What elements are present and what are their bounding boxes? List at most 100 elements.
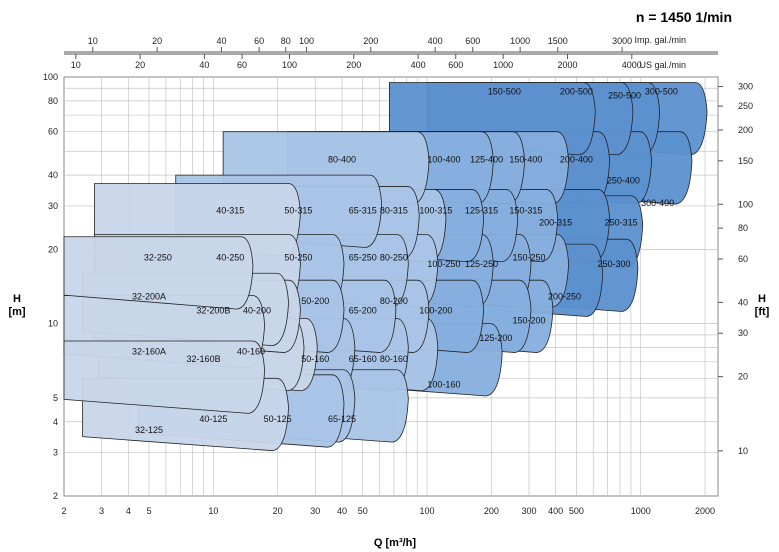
top-us-tick-label: 40 — [199, 60, 209, 70]
pump-label-200-315: 200-315 — [539, 217, 572, 227]
x-tick-label: 100 — [420, 506, 435, 516]
right-tick-label: 250 — [738, 101, 753, 111]
top-imp-tick-label: 10 — [88, 36, 98, 46]
axis-label-line: [ft] — [755, 306, 770, 318]
top-us-tick-label: 20 — [135, 60, 145, 70]
top-us-tick-label: 100 — [282, 60, 297, 70]
pump-label-250-315: 250-315 — [605, 217, 638, 227]
pump-label-80-315: 80-315 — [380, 205, 408, 215]
x-tick-label: 2 — [61, 506, 66, 516]
pump-label-65-315: 65-315 — [349, 205, 377, 215]
pump-label-40-125: 40-125 — [199, 414, 227, 424]
pump-label-300-400: 300-400 — [641, 198, 674, 208]
pump-label-125-200: 125-200 — [479, 333, 512, 343]
top-imp-tick-label: 1000 — [510, 36, 530, 46]
pump-label-65-200: 65-200 — [349, 305, 377, 315]
top-imp-tick-label: 100 — [299, 36, 314, 46]
pump-label-100-400: 100-400 — [427, 155, 460, 165]
x-tick-label: 5 — [147, 506, 152, 516]
pump-label-65-250: 65-250 — [349, 253, 377, 263]
top-axis-us-unit: US gal./min — [639, 60, 686, 70]
y-tick-label: 60 — [48, 127, 58, 137]
pump-label-80-400: 80-400 — [328, 155, 356, 165]
pump-label-150-250: 150-250 — [512, 253, 545, 263]
x-tick-label: 20 — [273, 506, 283, 516]
axis-label-line: H — [13, 293, 21, 305]
pump-label-200-500: 200-500 — [560, 86, 593, 96]
pump-label-300-500: 300-500 — [645, 86, 678, 96]
right-tick-label: 30 — [738, 328, 748, 338]
y-tick-label: 2 — [53, 491, 58, 501]
top-us-tick-label: 600 — [448, 60, 463, 70]
x-tick-label: 200 — [484, 506, 499, 516]
pump-label-200-400: 200-400 — [560, 155, 593, 165]
right-tick-label: 100 — [738, 199, 753, 209]
top-us-tick-label: 60 — [237, 60, 247, 70]
y-tick-label: 30 — [48, 201, 58, 211]
y-axis-label-right: H [ft] — [755, 293, 770, 318]
x-tick-label: 3 — [99, 506, 104, 516]
top-us-tick-label: 200 — [346, 60, 361, 70]
pump-label-50-160: 50-160 — [301, 354, 329, 364]
pump-label-100-250: 100-250 — [427, 259, 460, 269]
x-tick-label: 400 — [548, 506, 563, 516]
pump-label-32-200B: 32-200B — [196, 305, 230, 315]
pump-label-150-500: 150-500 — [488, 86, 521, 96]
pump-label-40-315: 40-315 — [216, 205, 244, 215]
pump-label-80-200: 80-200 — [380, 296, 408, 306]
top-us-tick-label: 2000 — [557, 60, 577, 70]
y-tick-label: 20 — [48, 244, 58, 254]
pump-label-250-300: 250-300 — [597, 259, 630, 269]
pump-label-50-125: 50-125 — [264, 414, 292, 424]
pump-area-32-250 — [63, 236, 254, 310]
pump-label-80-250: 80-250 — [380, 253, 408, 263]
top-imp-tick-label: 60 — [254, 36, 264, 46]
pump-label-125-250: 125-250 — [465, 259, 498, 269]
pump-label-32-125: 32-125 — [135, 425, 163, 435]
top-imp-tick-label: 20 — [152, 36, 162, 46]
pump-labels: 32-125 32-160A 32-200A 32-250 40-315 32-200B 3… — [132, 86, 678, 435]
chart-title: n = 1450 1/min — [636, 9, 732, 25]
pump-label-200-250: 200-250 — [548, 292, 581, 302]
x-tick-label: 1000 — [631, 506, 651, 516]
axes: 2 3 4 5 10 20 30 40 50 100 200 300 400 500 1000 2000 2 3 4… — [43, 36, 753, 516]
pump-label-40-160: 40-160 — [237, 346, 265, 356]
pump-label-32-160A: 32-160A — [132, 346, 166, 356]
x-tick-label: 4 — [126, 506, 131, 516]
pump-label-250-500: 250-500 — [608, 90, 641, 100]
y-tick-label: 40 — [48, 170, 58, 180]
pump-label-40-200: 40-200 — [243, 305, 271, 315]
y-tick-label: 10 — [48, 319, 58, 329]
x-axis-label: Q [m³/h] — [374, 537, 416, 549]
pump-label-100-315: 100-315 — [419, 205, 452, 215]
top-imp-tick-label: 80 — [281, 36, 291, 46]
pump-label-100-200: 100-200 — [419, 305, 452, 315]
y-tick-label: 4 — [53, 417, 58, 427]
x-tick-label: 2000 — [695, 506, 715, 516]
pump-area-32-160B — [63, 340, 265, 414]
pump-label-100-160: 100-160 — [427, 380, 460, 390]
right-tick-label: 40 — [738, 297, 748, 307]
top-imp-tick-label: 600 — [465, 36, 480, 46]
pump-label-150-315: 150-315 — [509, 205, 542, 215]
x-tick-label: 300 — [521, 506, 536, 516]
top-imp-tick-label: 40 — [216, 36, 226, 46]
pump-label-32-250: 32-250 — [144, 253, 172, 263]
y-axis-label-left: H [m] — [8, 293, 25, 318]
pump-label-150-400: 150-400 — [509, 155, 542, 165]
pump-label-50-250: 50-250 — [284, 253, 312, 263]
pump-label-250-400: 250-400 — [607, 175, 640, 185]
y-tick-label: 5 — [53, 393, 58, 403]
y-tick-label: 3 — [53, 448, 58, 458]
axis-label-line: H — [758, 293, 766, 305]
y-tick-label: 100 — [43, 72, 58, 82]
x-tick-label: 500 — [569, 506, 584, 516]
pump-label-50-200: 50-200 — [301, 296, 329, 306]
pump-label-150-200: 150-200 — [512, 316, 545, 326]
top-imp-tick-label: 3000 — [612, 36, 632, 46]
top-us-tick-label: 1000 — [493, 60, 513, 70]
x-tick-label: 10 — [208, 506, 218, 516]
pump-label-125-400: 125-400 — [470, 155, 503, 165]
pump-label-80-160: 80-160 — [380, 354, 408, 364]
